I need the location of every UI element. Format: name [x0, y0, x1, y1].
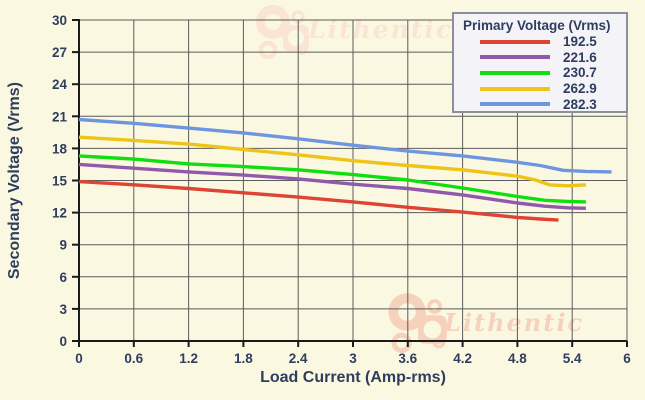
x-axis-title: Load Current (Amp-rms): [260, 369, 446, 386]
x-tick-label: 0.6: [124, 351, 143, 366]
y-axis-title-wrap: Secondary Voltage (Vrms): [2, 0, 28, 362]
legend-item-221.6: 221.6: [454, 50, 626, 66]
legend-swatch: [480, 70, 550, 75]
x-tick-label: 3.6: [398, 351, 417, 366]
legend-item-192.5: 192.5: [454, 34, 626, 50]
series-line-230.7: [78, 154, 586, 204]
x-tick-label: 1.2: [179, 351, 198, 366]
legend-swatch: [480, 39, 550, 44]
y-tick-label: 12: [52, 206, 67, 221]
y-tick-label: 15: [52, 174, 68, 189]
y-tick-label: 3: [59, 302, 67, 317]
series-line-262.9: [78, 135, 586, 188]
legend-label: 262.9: [563, 81, 597, 97]
x-tick-label: 6: [623, 351, 631, 366]
x-tick-label: 3: [349, 351, 357, 366]
y-tick-label: 0: [59, 334, 67, 349]
series-line-192.5: [78, 179, 559, 222]
x-tick-label: 0: [75, 351, 83, 366]
tick-marks: [72, 19, 628, 347]
x-tick-label: 1.8: [234, 351, 253, 366]
x-tick-label: 4.8: [508, 351, 527, 366]
series-line-282.3: [78, 117, 612, 174]
y-tick-label: 24: [52, 77, 68, 92]
legend-label: 230.7: [563, 65, 597, 81]
x-tick-label: 5.4: [563, 351, 582, 366]
legend-rows: 192.5 221.6 230.7 262.9 282.3: [454, 34, 626, 112]
x-tick-label: 4.2: [453, 351, 472, 366]
legend-swatch: [480, 86, 550, 91]
legend-label: 221.6: [563, 49, 597, 65]
legend-label: 192.5: [563, 34, 597, 50]
legend-item-262.9: 262.9: [454, 81, 626, 97]
legend-swatch: [480, 55, 550, 60]
legend-title: Primary Voltage (Vrms): [463, 18, 611, 33]
legend-item-282.3: 282.3: [454, 96, 626, 112]
y-axis-title: Secondary Voltage (Vrms): [6, 82, 23, 280]
legend-label: 282.3: [563, 96, 597, 112]
legend: Primary Voltage (Vrms) 192.5 221.6 230.7 26…: [452, 12, 628, 113]
y-tick-label: 6: [59, 270, 67, 285]
y-tick-label: 21: [52, 109, 68, 124]
x-tick-label: 2.4: [289, 351, 308, 366]
y-tick-label: 9: [59, 238, 67, 253]
y-tick-label: 30: [52, 13, 67, 28]
legend-item-230.7: 230.7: [454, 65, 626, 81]
y-tick-label: 27: [52, 45, 67, 60]
legend-swatch: [480, 102, 550, 107]
y-tick-label: 18: [52, 141, 68, 156]
series-line-221.6: [78, 162, 586, 210]
